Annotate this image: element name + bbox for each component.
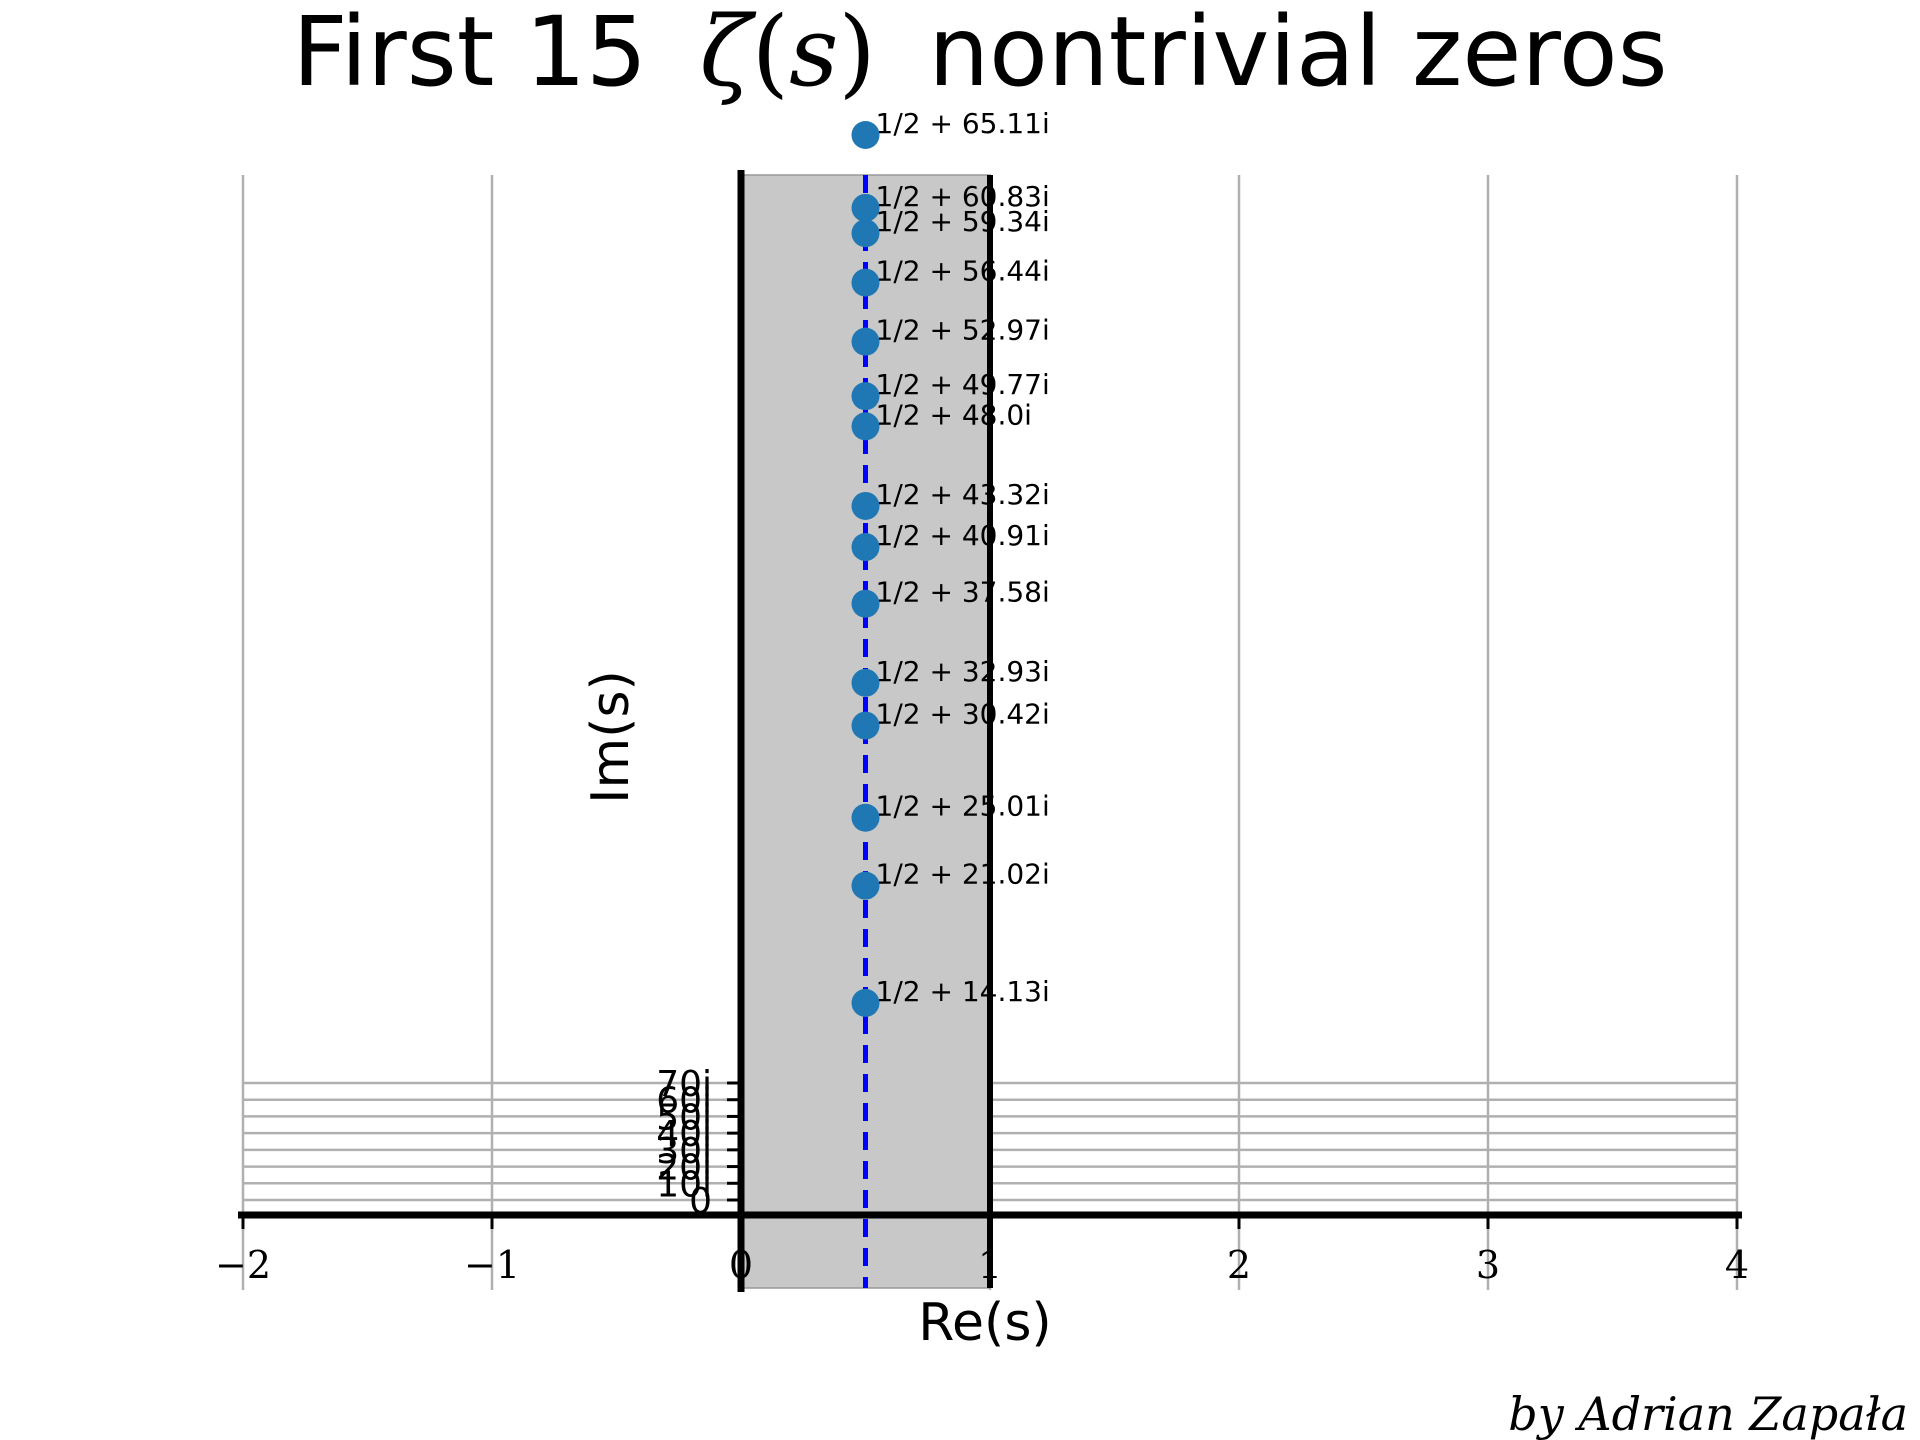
zero-point (851, 803, 880, 832)
title-prefix: First 15 (292, 0, 647, 108)
zero-label: 1/2 + 43.32i (876, 478, 1050, 511)
zero-label: 1/2 + 14.13i (876, 975, 1050, 1008)
zero-point (851, 589, 880, 618)
title-zeta-symbol: ζ (700, 0, 757, 108)
zero-point (851, 668, 880, 697)
x-tick-label: 1 (978, 1243, 1002, 1287)
zero-point (851, 491, 880, 520)
x-tick-label: 0 (729, 1243, 753, 1287)
zero-label: 1/2 + 37.58i (876, 576, 1050, 609)
zero-point (851, 711, 880, 740)
x-tick-label: 3 (1476, 1243, 1500, 1287)
title-suffix: nontrivial zeros (928, 0, 1667, 108)
zero-label: 1/2 + 30.42i (876, 698, 1050, 731)
y-tick-label: 10i (656, 1164, 712, 1205)
zero-point (851, 327, 880, 356)
title-zeta-arg: s (789, 0, 838, 108)
zero-label: 1/2 + 56.44i (876, 255, 1050, 288)
y-tick-label: 20i (656, 1148, 712, 1189)
y-tick-label: 50i (656, 1097, 712, 1138)
y-tick-label: 60i (656, 1081, 712, 1122)
zero-point (851, 871, 880, 900)
zero-label: 1/2 + 60.83i (876, 180, 1050, 213)
zero-label: 1/2 + 21.02i (876, 858, 1050, 891)
zero-label: 1/2 + 25.01i (876, 790, 1050, 823)
x-axis-label: Re(s) (918, 1293, 1051, 1353)
zero-point (851, 268, 880, 297)
x-tick-label: 2 (1227, 1243, 1251, 1287)
zero-label: 1/2 + 40.91i (876, 519, 1050, 552)
y-tick-label: 30i (656, 1131, 712, 1172)
y-axis-label: Im(s) (581, 670, 641, 804)
y-tick-label: 0 (689, 1181, 712, 1222)
zero-label: 1/2 + 59.34i (876, 205, 1050, 238)
zero-point (851, 412, 880, 441)
zero-point (851, 193, 880, 222)
x-tick-label: −1 (464, 1243, 520, 1287)
zero-point (851, 382, 880, 411)
zero-label: 1/2 + 65.11i (876, 107, 1050, 140)
credit-text: by Adrian Zapała (1508, 1387, 1908, 1440)
zero-label: 1/2 + 48.0i (876, 398, 1032, 431)
y-tick-label: 40i (656, 1114, 712, 1155)
zero-point (851, 988, 880, 1017)
zero-point (851, 533, 880, 562)
zero-label: 1/2 + 52.97i (876, 314, 1050, 347)
x-tick-label: 4 (1725, 1243, 1749, 1287)
zero-label: 1/2 + 32.93i (876, 655, 1050, 688)
zero-point (851, 121, 880, 150)
x-tick-label: −2 (215, 1243, 271, 1287)
zero-point (851, 219, 880, 248)
y-tick-label: 70i (656, 1064, 712, 1105)
zero-label: 1/2 + 49.77i (876, 368, 1050, 401)
zeros-series: 1/2 + 14.13i 1/2 + 21.02i 1/2 + 25.01i 1/2 … (851, 107, 1050, 1017)
chart-title: First 15 ζ(s) nontrivial zeros (292, 0, 1667, 108)
